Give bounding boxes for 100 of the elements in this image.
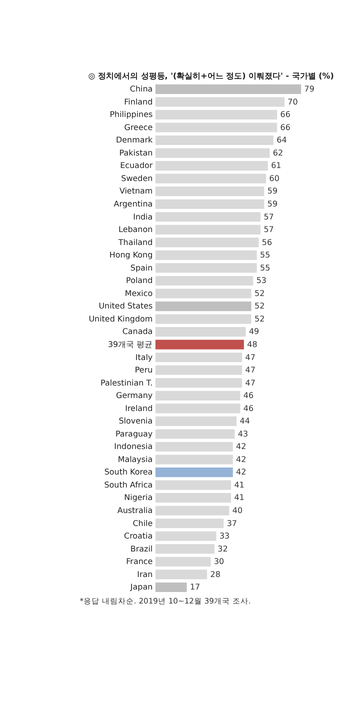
data-label: 60: [269, 174, 280, 183]
y-tick-label: Brazil: [130, 544, 153, 554]
bar: [155, 148, 270, 158]
bar: [155, 263, 257, 273]
y-tick-label: Philippines: [110, 110, 153, 120]
data-label: 43: [238, 429, 248, 438]
bar: [155, 570, 208, 580]
bar: [155, 340, 244, 350]
data-label: 37: [226, 518, 237, 528]
data-label: 55: [260, 250, 270, 260]
bar: [155, 365, 242, 375]
bar: [155, 224, 261, 234]
y-tick-label: Ireland: [125, 404, 153, 413]
data-label: 52: [254, 314, 265, 324]
y-tick-label: Italy: [135, 352, 153, 362]
y-tick-label: Lebanon: [118, 225, 153, 234]
bar: [155, 429, 235, 439]
data-label: 47: [245, 352, 256, 362]
data-label: 52: [254, 302, 265, 311]
y-tick-label: Vietnam: [119, 186, 153, 196]
bar: [155, 480, 232, 490]
bar: [155, 161, 268, 171]
bar: [155, 416, 237, 426]
bar: [155, 250, 257, 260]
data-label: 52: [254, 288, 265, 298]
data-label: 53: [256, 276, 266, 286]
y-tick-label: Palestinian T.: [100, 378, 153, 388]
data-label: 30: [214, 557, 224, 566]
data-label: 40: [232, 506, 243, 515]
data-label: 47: [245, 366, 256, 375]
bar: [155, 301, 252, 312]
bar: [155, 404, 240, 414]
bar: [155, 582, 187, 592]
bar: [155, 314, 252, 324]
y-tick-label: Denmark: [116, 136, 154, 145]
y-tick-label: Japan: [129, 582, 153, 592]
data-label: 44: [240, 416, 250, 426]
data-label: 46: [243, 391, 254, 400]
bar: [155, 378, 242, 388]
data-label: 79: [304, 84, 314, 94]
data-label: 48: [247, 340, 258, 349]
y-tick-label: Iran: [137, 570, 153, 579]
y-tick-label: Spain: [130, 263, 153, 272]
y-tick-label: Paraguay: [115, 429, 153, 438]
y-tick-label: United Kingdom: [88, 314, 153, 324]
y-tick-label: Thailand: [117, 238, 153, 247]
data-label: 41: [234, 493, 244, 502]
bar: [155, 199, 264, 209]
y-tick-label: Sweden: [121, 174, 153, 183]
bar: [155, 122, 278, 132]
data-label: 17: [190, 582, 200, 592]
data-label: 61: [271, 161, 282, 170]
bar: [155, 110, 278, 120]
bar: [155, 506, 230, 516]
y-tick-label: Poland: [126, 276, 153, 286]
data-label: 57: [264, 212, 274, 222]
bar: [155, 288, 252, 298]
y-tick-label: India: [133, 212, 153, 222]
bar: [155, 238, 259, 248]
y-tick-label: United States: [98, 302, 153, 311]
data-label: 64: [276, 136, 287, 145]
y-tick-label: China: [130, 84, 153, 94]
bar: [155, 212, 261, 222]
bar: [155, 531, 216, 541]
y-tick-label: Malaysia: [118, 454, 153, 464]
y-tick-label: Finland: [124, 97, 153, 106]
y-tick-label: Ecuador: [120, 161, 154, 170]
data-label: 42: [236, 442, 246, 452]
y-tick-label: 39개국 평균: [108, 340, 153, 349]
bar: [155, 327, 246, 337]
data-label: 46: [243, 404, 254, 413]
bar: [155, 390, 240, 400]
bar: [155, 186, 264, 196]
data-label: 42: [236, 454, 246, 464]
data-label: 55: [260, 263, 270, 272]
bar: [155, 556, 211, 566]
chart-title: ◎ 정치에서의 성평등, '(확실히+어느 정도) 이뤄졌다' - 국가별 (%): [88, 71, 334, 80]
data-label: 59: [267, 200, 278, 208]
y-tick-label: Croatia: [124, 532, 153, 541]
y-tick-label: Nigeria: [124, 493, 153, 502]
bar: [155, 135, 274, 146]
bar: [155, 544, 214, 554]
data-label: 66: [280, 110, 290, 120]
y-tick-label: Indonesia: [114, 442, 153, 452]
data-label: 32: [218, 544, 228, 554]
y-tick-label: Slovenia: [118, 416, 153, 426]
bar: [155, 276, 254, 286]
data-label: 41: [234, 480, 244, 490]
bar: [155, 493, 232, 503]
data-label: 70: [288, 97, 298, 106]
y-tick-label: Canada: [122, 327, 153, 336]
data-label: 57: [264, 225, 274, 234]
data-label: 28: [210, 570, 220, 579]
y-tick-label: France: [126, 557, 153, 566]
y-tick-label: Argentina: [114, 200, 153, 208]
data-label: 62: [272, 148, 284, 158]
bar: [155, 84, 302, 94]
bar: [155, 352, 242, 362]
bar: [155, 442, 233, 452]
bar: [155, 174, 266, 184]
